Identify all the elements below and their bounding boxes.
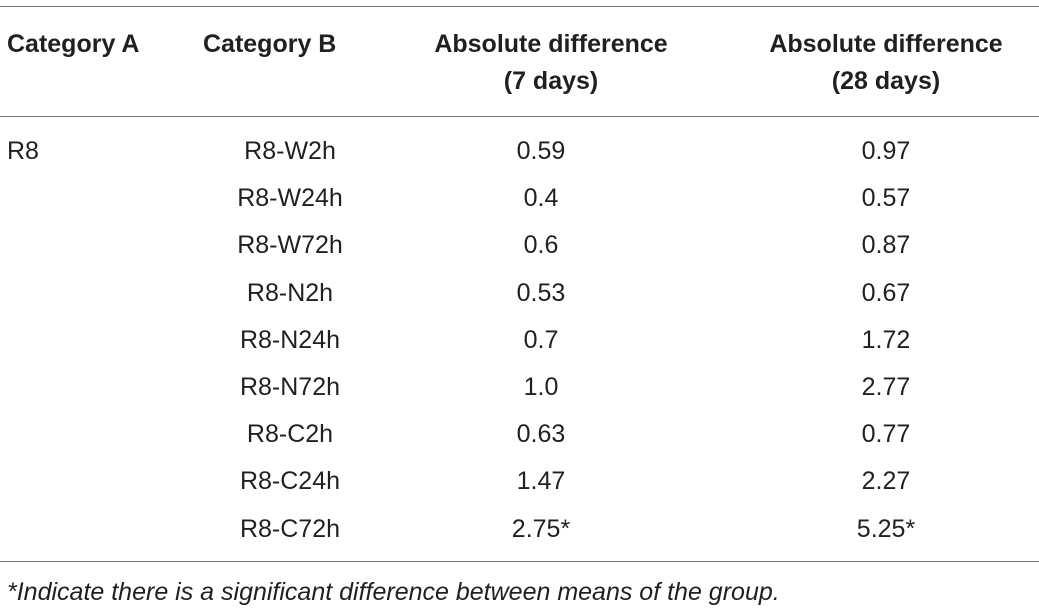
cell-category-b: R8-C72h [239,514,341,543]
cell-abs-diff-28: 0.67 [861,278,911,307]
table-header-rule [0,116,1039,117]
cell-abs-diff-28: 2.77 [861,372,911,401]
table-row: R8-N72h 1.0 2.77 [0,364,1039,411]
cell-abs-diff-28: 1.72 [861,325,911,354]
cell-category-b: R8-N24h [239,325,341,354]
table-footnote: *Indicate there is a significant differe… [7,578,780,606]
header-abs-diff-28-line1: Absolute difference [769,30,1003,58]
table-row: R8 R8-W2h 0.59 0.97 [0,128,1039,175]
cell-abs-diff-28: 2.27 [861,467,911,496]
table-top-rule [0,6,1039,7]
header-category-a: Category A [7,30,140,58]
table-row: R8-W24h 0.4 0.57 [0,175,1039,222]
header-category-b: Category B [203,30,337,58]
cell-abs-diff-28: 0.57 [861,184,911,213]
cell-category-b: R8-C2h [246,420,334,449]
cell-abs-diff-7: 0.59 [516,137,566,165]
header-abs-diff-28-days: Absolute difference (28 days) [721,26,1039,100]
cell-category-b: R8-N72h [239,372,341,401]
header-abs-diff-28-line2: (28 days) [831,67,941,95]
cell-abs-diff-7: 1.0 [523,372,559,401]
cell-category-b: R8-C24h [239,467,341,496]
table-body: R8 R8-W2h 0.59 0.97 R8-W24h 0.4 0.57 R8-… [0,128,1039,553]
cell-abs-diff-7: 0.53 [516,278,566,307]
header-abs-diff-7-days: Absolute difference (7 days) [386,26,716,100]
cell-abs-diff-7: 0.6 [523,231,559,260]
header-abs-diff-7-line2: (7 days) [503,67,599,95]
cell-category-b: R8-W24h [237,184,343,213]
table-row: R8-C72h 2.75* 5.25* [0,506,1039,553]
cell-category-b: R8-N2h [246,278,334,307]
table-row: R8-W72h 0.6 0.87 [0,222,1039,269]
table-row: R8-C2h 0.63 0.77 [0,411,1039,458]
cell-category-b: R8-W2h [244,137,336,165]
cell-abs-diff-28: 0.97 [861,137,911,165]
table-row: R8-N2h 0.53 0.67 [0,270,1039,317]
cell-abs-diff-7: 0.63 [516,420,566,449]
table-bottom-rule [0,561,1039,562]
table-row: R8-C24h 1.47 2.27 [0,458,1039,505]
cell-abs-diff-28: 0.77 [861,420,911,449]
cell-abs-diff-7: 0.4 [523,184,559,213]
header-abs-diff-7-line1: Absolute difference [434,30,668,58]
cell-abs-diff-7: 1.47 [516,467,566,496]
cell-abs-diff-7: 0.7 [523,325,559,354]
cell-category-a: R8 [7,137,39,165]
cell-abs-diff-28: 5.25* [856,514,916,543]
table-row: R8-N24h 0.7 1.72 [0,317,1039,364]
cell-category-b: R8-W72h [237,231,343,260]
cell-abs-diff-7: 2.75* [511,514,571,543]
cell-abs-diff-28: 0.87 [861,231,911,260]
